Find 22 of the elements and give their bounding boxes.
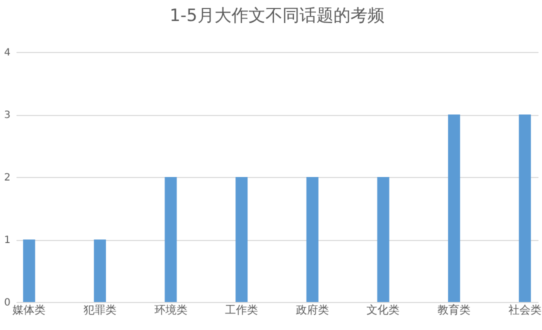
bar [448, 114, 460, 302]
x-tick-label: 文化类 [366, 304, 400, 316]
x-tick-label: 政府类 [296, 304, 329, 316]
bar [94, 240, 106, 302]
x-tick-label: 教育类 [438, 304, 471, 316]
y-tick-label: 2 [4, 172, 10, 184]
bar [23, 240, 36, 302]
bar [377, 177, 390, 302]
bar [518, 114, 531, 302]
y-tick-label: 3 [4, 110, 10, 121]
x-tick-label: 环境类 [154, 304, 188, 316]
bar [164, 177, 177, 302]
x-tick-label: 媒体类 [12, 304, 46, 316]
chart-title: 1-5月大作文不同话题的考频 [170, 6, 384, 26]
y-tick-label: 4 [4, 48, 10, 58]
x-tick-label: 工作类 [225, 304, 258, 316]
x-tick-label: 社会类 [508, 304, 542, 316]
y-tick-label: 1 [4, 235, 10, 246]
x-tick-label: 犯罪类 [83, 304, 116, 316]
bar [236, 177, 248, 302]
bar [306, 177, 318, 302]
y-tick-label: 0 [4, 298, 10, 308]
